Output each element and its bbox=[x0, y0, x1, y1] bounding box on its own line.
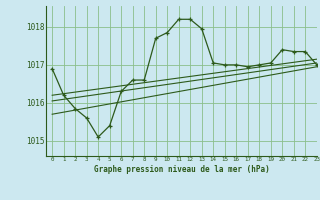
X-axis label: Graphe pression niveau de la mer (hPa): Graphe pression niveau de la mer (hPa) bbox=[94, 165, 269, 174]
